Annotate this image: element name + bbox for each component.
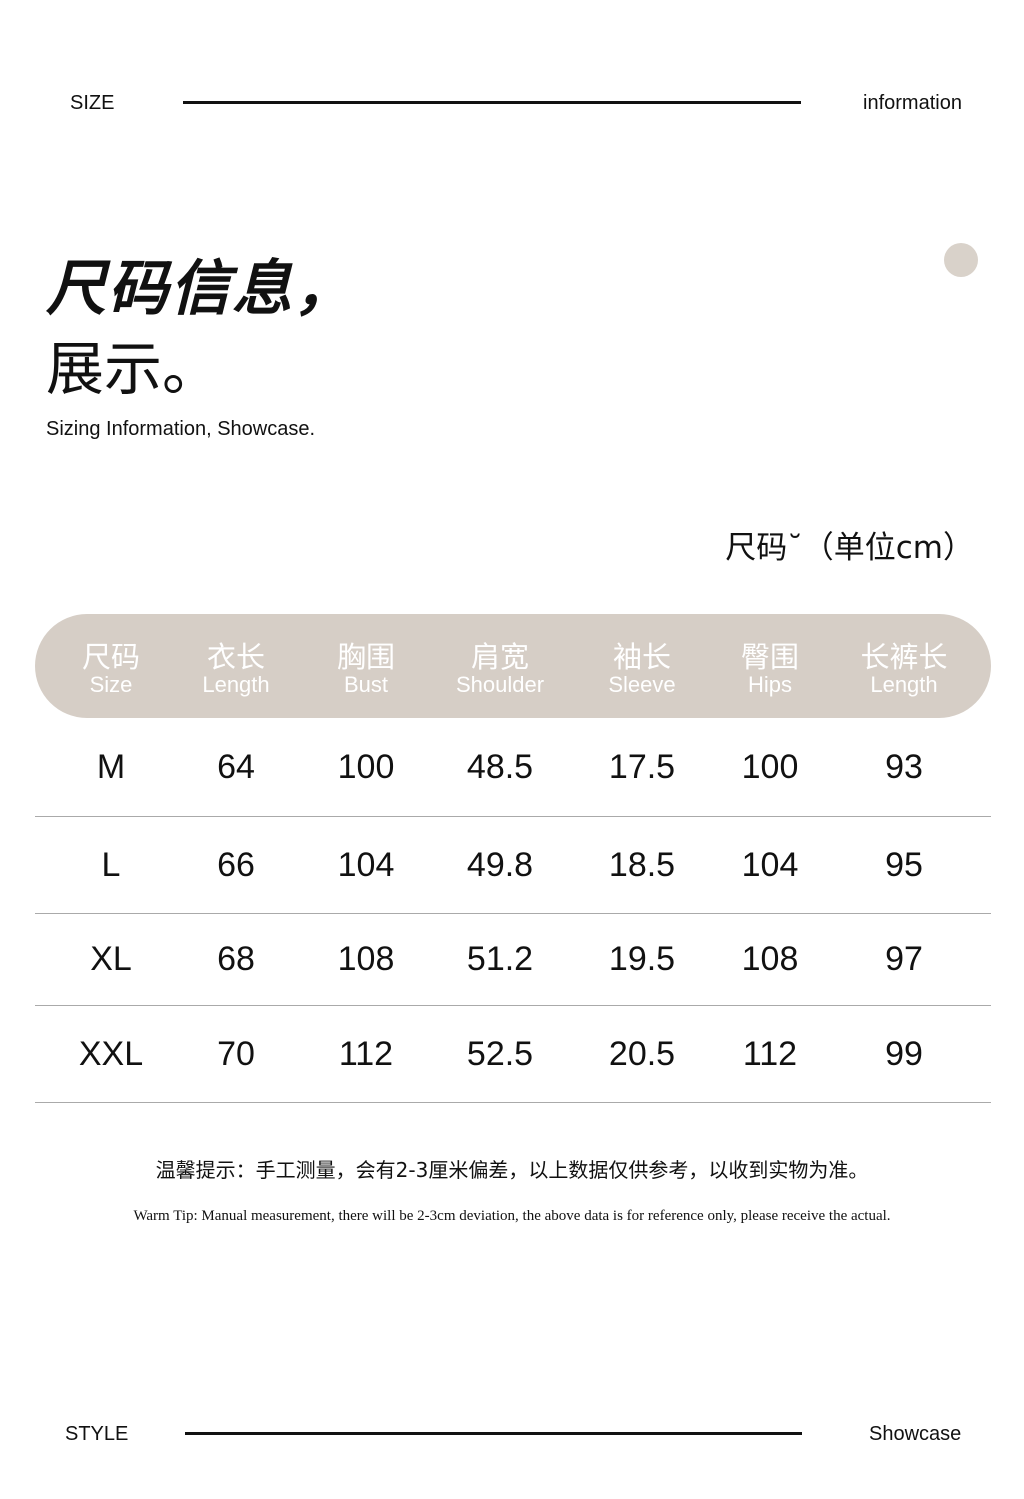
table-cell: 66 [217,845,255,884]
table-cell: 108 [337,940,395,978]
table-cell: 104 [337,845,395,884]
table-cell: 52.5 [466,1034,534,1073]
header-en-0: Size [89,672,133,697]
header-zh-3: 肩宽 [470,640,529,674]
table-cell: 97 [885,940,923,978]
header-en-3: Shoulder [455,672,545,697]
header-zh-0: 尺码 [81,640,140,674]
table-cell: 51.2 [466,940,534,978]
header-zh-6: 长裤长 [860,640,948,674]
size-label: SIZE [70,92,115,114]
table-cell: XL [90,940,132,978]
divider [185,1432,802,1435]
page-title: 尺码信息， [46,254,356,324]
table-cell: 18.5 [608,845,676,884]
header-zh-5: 臀围 [740,640,799,674]
unit-label: 尺码˘（单位cm） [725,530,974,566]
table-cell: 19.5 [608,940,676,978]
table-cell: 49.8 [466,845,534,884]
table-cell: 68 [217,940,255,978]
table-cell: 20.5 [608,1034,676,1073]
table-cell: 112 [742,1034,798,1073]
table-cell: L [101,845,121,884]
table-cell: 99 [885,1034,923,1073]
information-label: information [863,92,962,114]
table-cell: 48.5 [466,747,534,786]
table-cell: 64 [217,747,255,786]
table-cell: 70 [217,1034,255,1073]
table-cell: XXL [78,1034,144,1073]
header-en-5: Hips [747,672,792,697]
table-row: L 66 104 49.8 18.5 104 95 [35,817,991,914]
header-zh-1: 衣长 [206,640,265,674]
divider [183,101,801,104]
header-en-6: Length [870,672,938,697]
table-cell: 104 [741,845,799,884]
tip-en: Warm Tip: Manual measurement, there will… [133,1208,891,1224]
showcase-label: Showcase [869,1423,962,1445]
table-row: M 64 100 48.5 17.5 100 93 [35,718,991,817]
style-label: STYLE [65,1423,129,1445]
decorative-dot [944,243,978,277]
table-cell: 108 [741,940,799,978]
header-zh-4: 袖长 [612,640,671,674]
table-row: XXL 70 112 52.5 20.5 112 99 [35,1006,991,1103]
table-header: 尺码 Size 衣长 Length 胸围 Bust 肩宽 Shoulder 袖长 Sleeve 臀围… [35,614,991,718]
subtitle: Sizing Information, Showcase. [46,418,316,440]
table-cell: 100 [741,747,799,786]
header-zh-2: 胸围 [336,640,395,674]
table-cell: 17.5 [608,747,676,786]
table-cell: 95 [885,845,923,884]
tip-zh: 温馨提示：手工测量，会有2-3厘米偏差，以上数据仅供参考，以收到实物为准。 [155,1158,869,1182]
table-row: XL 68 108 51.2 19.5 108 97 [35,914,991,1006]
header-en-2: Bust [343,672,389,697]
header-en-4: Sleeve [608,672,676,697]
table-cell: 112 [338,1034,394,1073]
page-title-line2: 展示。 [46,335,221,403]
table-cell: 100 [337,747,395,786]
table-cell: 93 [885,747,923,786]
header-en-1: Length [202,672,270,697]
table-cell: M [96,747,126,786]
